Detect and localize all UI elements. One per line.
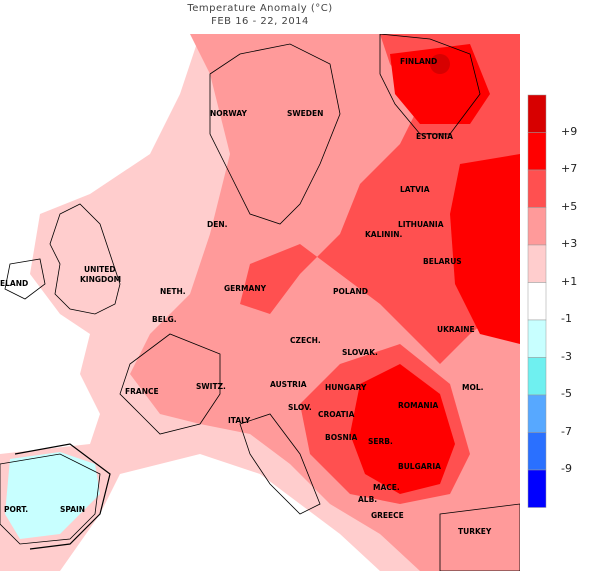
label-belarus: BELARUS: [423, 257, 462, 266]
legend-bin: [527, 469, 547, 508]
label-hungary: HUNGARY: [325, 383, 367, 392]
label-alb: ALB.: [358, 495, 377, 504]
anomaly-9-spot: [430, 54, 450, 74]
map-date-range: FEB 16 - 22, 2014: [211, 16, 309, 27]
label-finland: FINLAND: [400, 57, 437, 66]
label-serb: SERB.: [368, 437, 393, 446]
legend-tick-label: -9: [561, 462, 572, 475]
label-mol: MOL.: [462, 383, 484, 392]
label-united: UNITED: [84, 265, 116, 274]
label-kingdom: KINGDOM: [80, 275, 121, 284]
label-italy: ITALY: [228, 416, 251, 425]
legend-bin: [527, 244, 547, 283]
anomaly-7-9-core-east: [450, 154, 520, 344]
legend-bin: [527, 357, 547, 396]
legend-bin: [527, 132, 547, 171]
label-mace: MACE.: [373, 483, 400, 492]
atlantic-area: [0, 34, 200, 454]
legend-bin: [527, 94, 547, 133]
label-spain: SPAIN: [60, 505, 85, 514]
legend-tick-label: +1: [561, 274, 578, 288]
legend-tick-label: -3: [561, 349, 572, 363]
anomaly-7-9-core-finland: [390, 44, 490, 124]
label-slovak: SLOVAK.: [342, 348, 378, 357]
label-bosnia: BOSNIA: [325, 433, 358, 442]
legend-bin: [527, 394, 547, 433]
color-legend: [527, 94, 547, 508]
label-poland: POLAND: [333, 287, 368, 296]
legend-bin: [527, 432, 547, 471]
legend-tick-label: +3: [561, 237, 578, 250]
legend-bin: [527, 169, 547, 208]
legend-tick-label: +5: [561, 199, 578, 213]
label-czech: CZECH.: [290, 336, 321, 345]
label-sweden: SWEDEN: [287, 109, 323, 118]
label-switz: SWITZ.: [196, 382, 226, 391]
anomaly-7-9-core-balkans: [350, 364, 455, 494]
coastlines: [0, 34, 520, 571]
label-greece: GREECE: [371, 511, 404, 520]
anomaly-map: FINLAND NORWAY SWEDEN ESTONIA LATVIA LIT…: [0, 34, 520, 571]
label-norway: NORWAY: [210, 109, 247, 118]
label-slov: SLOV.: [288, 403, 312, 412]
contour-lines: [14, 443, 111, 550]
iberia-cold-zone: [5, 452, 100, 539]
label-croatia: CROATIA: [318, 410, 355, 419]
label-kalinin: KALININ.: [365, 230, 403, 239]
legend-tick-label: +7: [561, 162, 578, 175]
label-latvia: LATVIA: [400, 185, 430, 194]
label-neth: NETH.: [160, 287, 186, 296]
label-denmark: DEN.: [207, 220, 228, 229]
label-austria: AUSTRIA: [270, 380, 307, 389]
legend-tick-label: -7: [561, 424, 572, 438]
map-title: Temperature Anomaly (°C): [187, 3, 333, 14]
label-ukraine: UKRAINE: [437, 325, 475, 334]
legend-bin: [527, 319, 547, 358]
label-romania: ROMANIA: [398, 401, 438, 410]
legend-tick-label: +9: [561, 124, 578, 138]
label-germany: GERMANY: [224, 284, 267, 293]
label-ireland: ELAND: [0, 279, 28, 288]
legend-tick-label: -1: [561, 312, 572, 325]
label-turkey: TURKEY: [458, 527, 492, 536]
label-lithuania: LITHUANIA: [398, 220, 444, 229]
label-bulgaria: BULGARIA: [398, 462, 441, 471]
label-france: FRANCE: [125, 387, 159, 396]
legend-bin: [527, 282, 547, 321]
mediterranean-area: [60, 454, 380, 571]
legend-bin: [527, 207, 547, 246]
label-estonia: ESTONIA: [416, 132, 453, 141]
legend-tick-label: -5: [561, 387, 572, 400]
label-belg: BELG.: [152, 315, 177, 324]
label-port: PORT.: [4, 505, 28, 514]
